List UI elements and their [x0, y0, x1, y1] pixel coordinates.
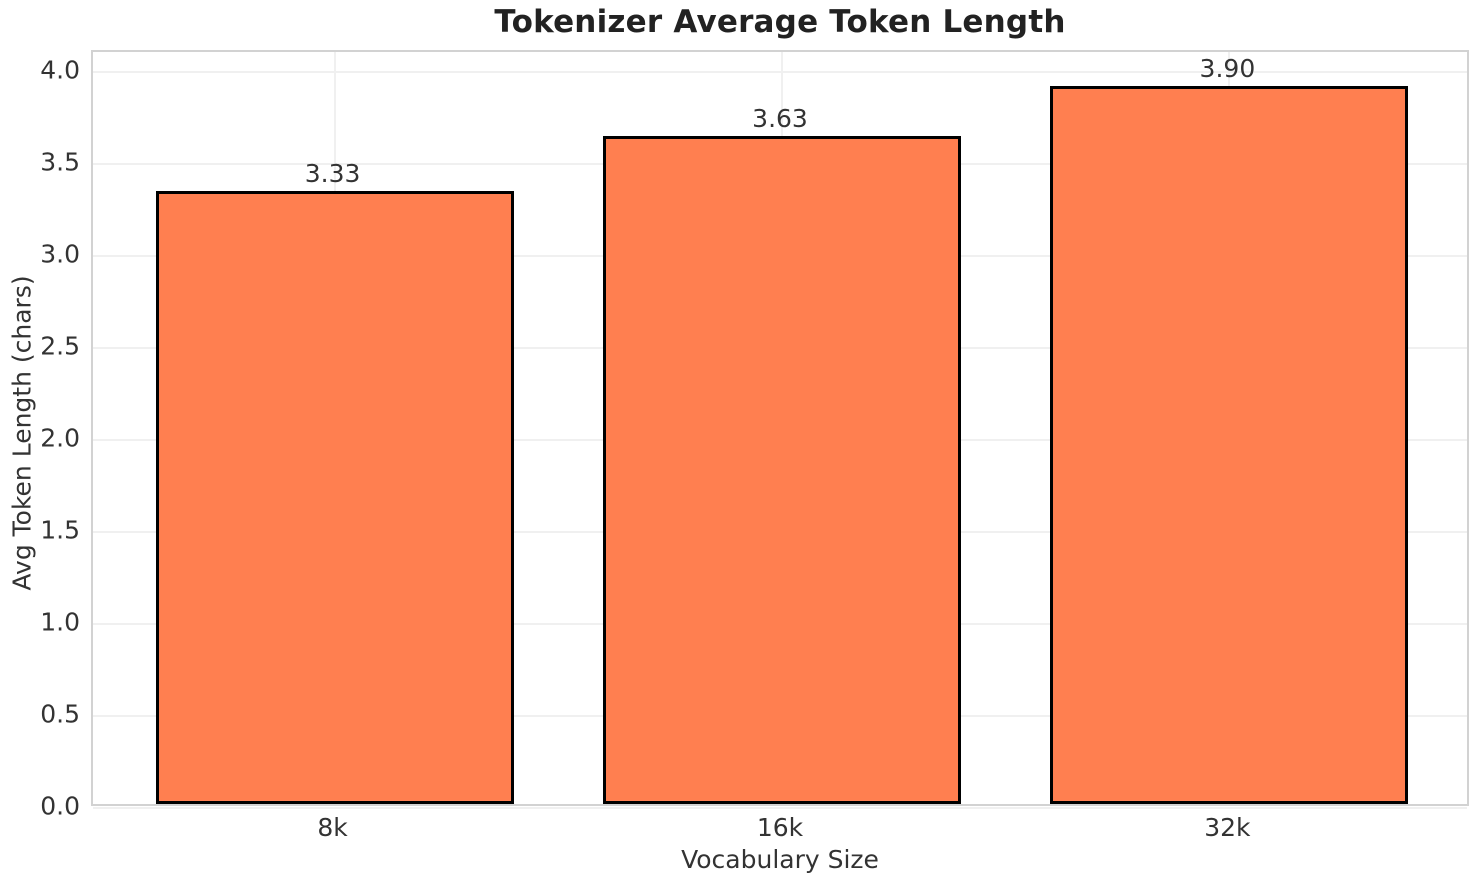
y-tick-label: 0.0 [40, 791, 80, 821]
y-tick-label: 4.0 [40, 55, 80, 85]
gridline-horizontal [93, 807, 1467, 809]
bar-16k [603, 136, 961, 804]
x-tick-label-8k: 8k [317, 813, 348, 842]
x-tick-label-32k: 32k [1204, 813, 1251, 842]
y-tick-label: 1.0 [40, 607, 80, 637]
plot-area [91, 50, 1469, 809]
bar-8k [155, 191, 514, 804]
gridline-horizontal [93, 71, 1467, 73]
bar-value-label: 3.90 [1199, 54, 1256, 84]
y-tick-label: 3.5 [40, 147, 80, 177]
x-axis-label: Vocabulary Size [681, 845, 879, 874]
x-tick-label-16k: 16k [756, 813, 804, 842]
y-tick-label: 1.5 [40, 515, 80, 545]
bar-value-label: 3.63 [752, 104, 808, 134]
y-tick-label: 3.0 [40, 239, 80, 269]
y-axis-label: Avg Token Length (chars) [7, 275, 37, 591]
bar-32k [1050, 86, 1409, 804]
bar-value-label: 3.33 [304, 159, 361, 189]
y-tick-label: 0.5 [40, 699, 80, 729]
chart-title: Tokenizer Average Token Length [494, 4, 1066, 40]
y-tick-label: 2.0 [40, 423, 80, 453]
y-tick-label: 2.5 [40, 331, 80, 361]
